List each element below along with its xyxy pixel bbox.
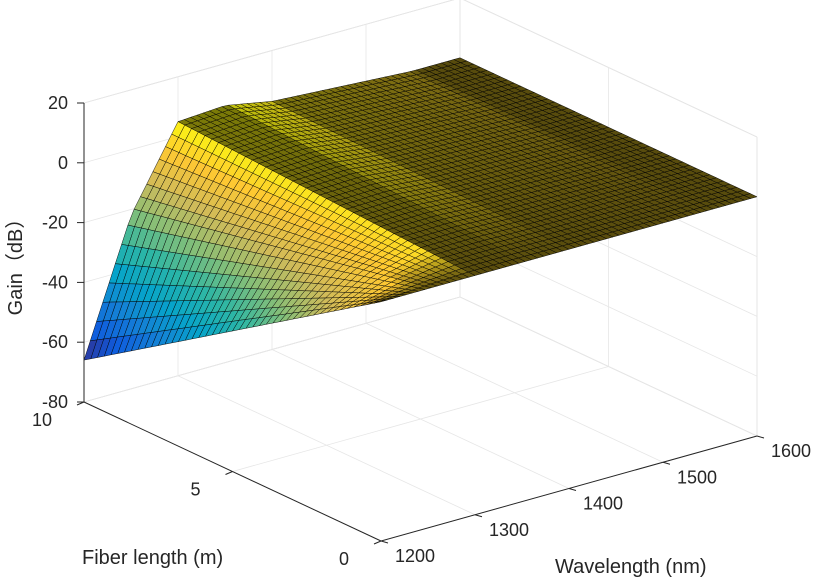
x-axis-label: Wavelength (nm) bbox=[555, 556, 707, 578]
x-tick-label: 1600 bbox=[771, 441, 811, 461]
x-tick-label: 1500 bbox=[677, 467, 717, 487]
x-tick-mark bbox=[662, 461, 671, 465]
z-tick-label: -40 bbox=[42, 272, 68, 292]
y-tick-mark bbox=[373, 540, 382, 545]
y-tick-label: 0 bbox=[339, 549, 349, 569]
z-tick-label: -20 bbox=[42, 213, 68, 233]
y-tick-label: 10 bbox=[32, 410, 52, 430]
x-tick-label: 1300 bbox=[489, 520, 529, 540]
z-tick-label: 20 bbox=[48, 93, 68, 113]
y-tick-label: 5 bbox=[190, 480, 200, 500]
y-tick-mark bbox=[225, 471, 233, 475]
y-floor-grid-line bbox=[232, 366, 609, 472]
x-tick-label: 1400 bbox=[583, 494, 623, 514]
z-tick-label: 0 bbox=[58, 153, 68, 173]
x-tick-mark bbox=[756, 435, 765, 439]
y-floor-grid-line bbox=[83, 296, 461, 403]
z-tick-label: -60 bbox=[42, 332, 68, 352]
z-axis-label: Gain（dB） bbox=[4, 209, 27, 316]
z-tick-label: -80 bbox=[42, 392, 68, 412]
x-tick-mark bbox=[380, 540, 389, 544]
x-tick-mark bbox=[474, 514, 483, 518]
x-tick-mark bbox=[568, 488, 577, 491]
y-axis-label: Fiber length (m) bbox=[82, 547, 223, 569]
surface-mesh bbox=[83, 57, 758, 361]
x-tick-label: 1200 bbox=[395, 546, 435, 566]
